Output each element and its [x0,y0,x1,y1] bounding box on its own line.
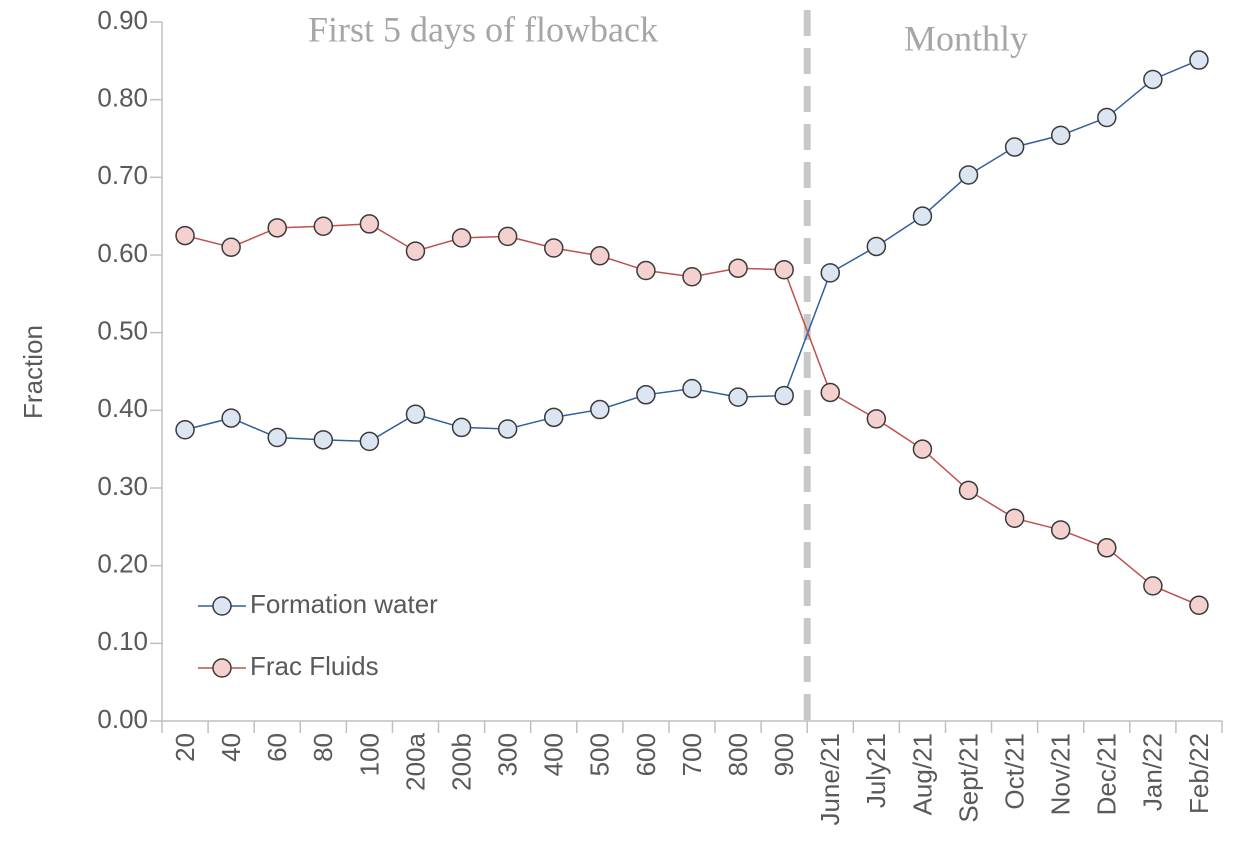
y-tick-label: 0.60 [97,238,148,268]
data-point [543,407,564,428]
data-point [636,385,656,405]
annotation: Monthly [904,18,1028,58]
data-point [1189,595,1209,616]
data-point [682,266,702,287]
data-point [405,241,426,261]
data-point [866,409,887,429]
data-point [1143,576,1163,596]
data-point [590,399,610,420]
x-tick-label: Jan/22 [1138,733,1168,811]
legend-marker [212,596,232,616]
x-tick-label: Feb/22 [1184,733,1214,814]
x-tick-label: 800 [723,733,753,776]
x-tick-label: 200b [446,733,476,791]
legend-marker [212,658,232,678]
data-point [221,237,241,257]
annotation: First 5 days of flowback [308,9,658,49]
data-point [1097,107,1117,128]
data-point [912,206,933,226]
data-point [682,378,702,399]
data-point [774,260,794,280]
data-point [728,387,748,407]
y-tick-label: 0.30 [97,471,148,501]
data-point [958,480,979,501]
x-tick-label: 200a [400,732,430,790]
data-point [497,226,518,247]
x-tick-label: June/21 [815,733,845,826]
data-point [728,258,748,278]
data-point [1189,50,1209,70]
y-tick-label: 0.50 [97,316,148,346]
data-point [866,236,887,257]
x-tick-label: Sept/21 [953,733,983,823]
legend-label: Formation water [250,589,438,619]
data-point [451,417,472,438]
legend-label: Frac Fluids [250,651,379,681]
x-tick-label: 100 [354,733,384,776]
data-point [497,419,518,439]
data-point [1097,538,1117,558]
x-tick-label: 600 [631,733,661,776]
data-point [267,427,287,448]
data-point [912,439,933,459]
y-tick-label: 0.90 [97,5,148,35]
data-point [1050,125,1071,146]
data-point [1004,137,1025,157]
data-point [267,218,287,238]
x-tick-label: 40 [216,733,246,762]
y-tick-label: 0.00 [97,704,148,734]
data-point [359,431,380,452]
data-point [1050,520,1071,540]
x-tick-label: 300 [493,733,523,776]
x-tick-label: July21 [861,733,891,808]
x-tick-label: 500 [585,733,615,776]
x-tick-label: Aug/21 [907,733,937,815]
y-tick-label: 0.80 [97,83,148,113]
data-point [451,228,472,248]
x-tick-label: Nov/21 [1046,733,1076,815]
data-point [636,260,656,281]
data-point [175,420,195,440]
data-point [1004,508,1025,529]
y-tick-label: 0.10 [97,626,148,656]
y-tick-label: 0.20 [97,549,148,579]
data-point [958,165,979,185]
y-axis-label: Fraction [18,325,48,419]
x-tick-label: 700 [677,733,707,776]
x-tick-label: 80 [308,733,338,762]
data-point [590,246,610,266]
y-tick-label: 0.40 [97,393,148,423]
x-tick-label: 400 [539,733,569,776]
data-point [221,408,241,428]
data-point [175,225,195,246]
x-tick-label: 20 [170,733,200,762]
x-tick-label: 60 [262,733,292,762]
data-point [820,382,841,403]
data-point [1143,69,1163,90]
data-point [313,216,334,237]
data-point [405,404,426,424]
data-point [820,263,841,283]
y-tick-label: 0.70 [97,160,148,190]
data-point [313,430,334,450]
x-tick-label: 900 [769,733,799,776]
data-point [543,238,564,258]
data-point [774,385,794,406]
x-tick-label: Dec/21 [1092,733,1122,815]
x-tick-label: Oct/21 [999,733,1029,810]
data-point [359,214,380,234]
